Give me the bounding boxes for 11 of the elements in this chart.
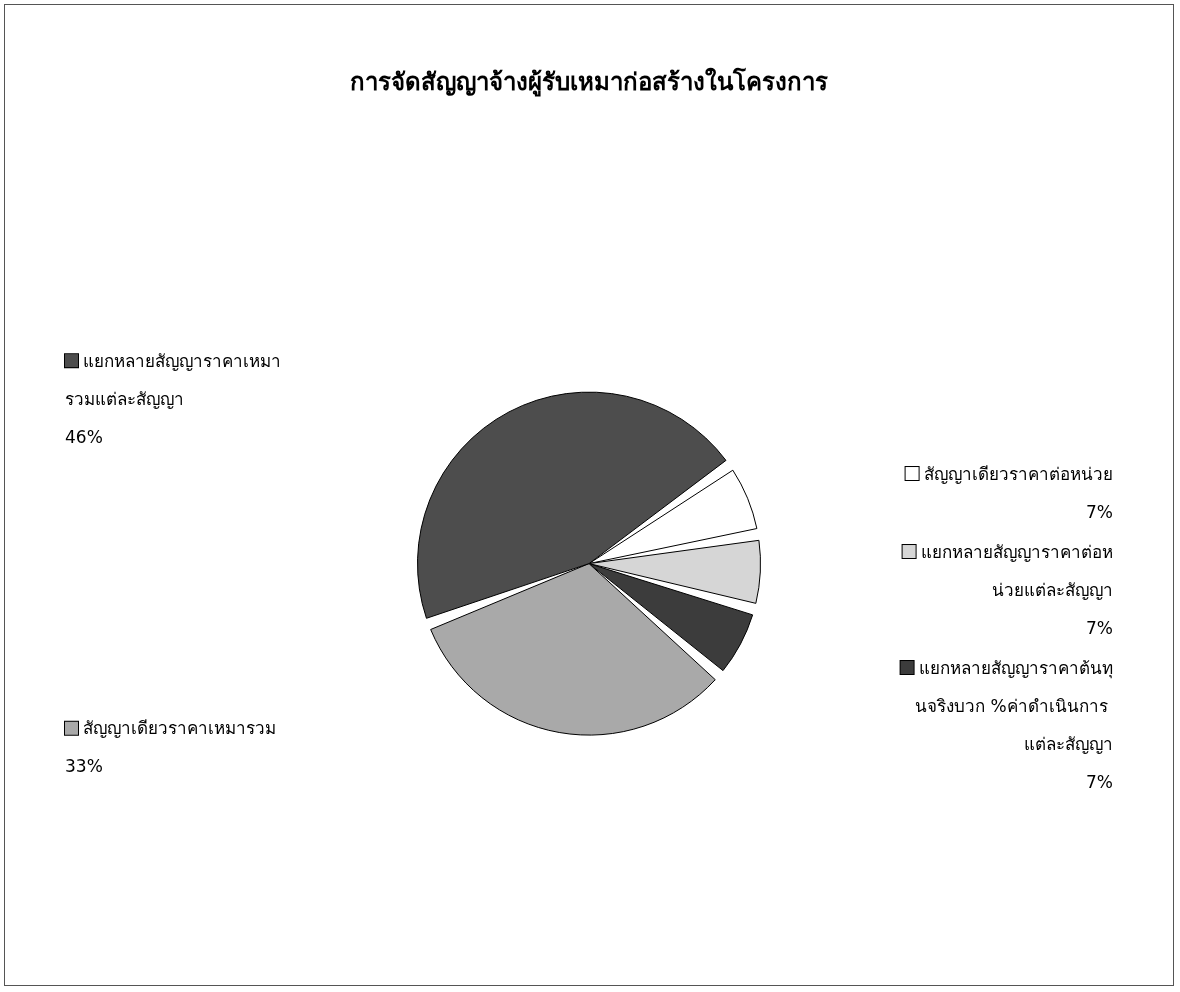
legend-label: สัญญาเดียวราคาเหมารวม [78,718,277,739]
data-label: 7% [1086,501,1113,522]
data-label: 7% [1086,617,1113,638]
legend-label: แยกหลายสัญญาราคาต่อหน่วยแต่ละสัญญา [915,541,1113,600]
legend-label: สัญญาเดียวราคาต่อหน่วย [918,463,1113,484]
data-label: 46% [65,426,103,447]
data-label: 7% [1086,771,1113,792]
chart-title: การจัดสัญญาจ้างผู้รับเหมาก่อสร้างในโครงการ [350,67,828,97]
legend-label: แยกหลายสัญญาราคาต้นทุนจริงบวก %ค่าดำเนินการ แต่ละสัญญา [913,657,1113,754]
data-label: 33% [65,756,103,777]
legend-label: แยกหลายสัญญาราคาเหมารวมแต่ละสัญญา [65,350,282,409]
